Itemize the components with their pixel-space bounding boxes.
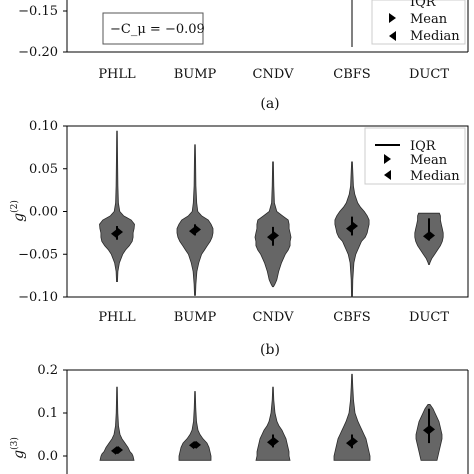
ylabel-b: g(2) — [9, 200, 27, 222]
legend-box-b — [364, 127, 466, 185]
y-ticks-c: 0.0 0.1 0.2 — [37, 363, 67, 464]
mean-marker-cndv — [274, 437, 279, 446]
mean-marker-duct — [430, 425, 435, 434]
violin-cbfs — [333, 373, 371, 461]
xtick-label-a-1: BUMP — [174, 67, 217, 82]
median-marker-cbfs — [346, 224, 351, 233]
yc-tick-label-2: 0.2 — [37, 363, 58, 378]
panel-a: −0.20 −0.15 −C_μ = −0.09 IQR Mean Median… — [18, 0, 469, 112]
xtick-label-a-3: CBFS — [333, 67, 370, 82]
legend-a-iqr: IQR — [410, 0, 437, 10]
mean-marker-cbfs — [353, 222, 358, 231]
median-marker-duct — [423, 426, 428, 435]
median-marker-bump — [189, 441, 194, 450]
legend-b-iqr: IQR — [410, 139, 437, 154]
violin-bump — [176, 144, 214, 296]
panel-label-b: (b) — [260, 342, 280, 358]
mean-marker-duct — [430, 231, 435, 240]
ylabel-c: g(3) — [9, 437, 27, 459]
yb-tick-label-4: 0.10 — [29, 119, 58, 134]
ytick-label-a-0: −0.20 — [18, 45, 58, 60]
annotation-cmu: −C_μ = −0.09 — [110, 22, 205, 37]
xtick-label-b-2: CNDV — [253, 310, 295, 325]
legend-b-mean-marker — [384, 154, 391, 164]
legend-a-mean-marker — [389, 13, 396, 23]
panel-c: 0.0 0.1 0.2 g(3) — [9, 363, 469, 474]
mean-marker-cbfs — [353, 437, 358, 446]
xtick-label-a-2: CNDV — [253, 67, 295, 82]
annotation-box — [102, 12, 204, 45]
mean-marker-cndv — [274, 231, 279, 240]
yb-tick-label-0: −0.10 — [18, 290, 58, 305]
violin-bump — [178, 391, 212, 461]
violins-c — [99, 373, 443, 461]
panel-b: −0.10 −0.05 0.00 0.05 0.10 g(2) IQR Mean Med… — [9, 119, 469, 358]
violins-b — [99, 130, 444, 298]
median-marker-phll — [111, 446, 116, 455]
median-marker-cndv — [267, 438, 272, 447]
violin-cndv — [254, 161, 292, 288]
xtick-label-b-3: CBFS — [333, 310, 370, 325]
xtick-label-b-4: DUCT — [409, 310, 449, 325]
median-marker-duct — [423, 232, 428, 241]
yc-tick-label-1: 0.1 — [37, 406, 58, 421]
xtick-label-a-0: PHLL — [98, 67, 136, 82]
median-marker-cndv — [267, 233, 272, 242]
median-marker-phll — [111, 229, 116, 238]
violin-phll — [99, 130, 135, 283]
legend-b-mean: Mean — [410, 153, 448, 168]
yb-tick-label-1: −0.05 — [18, 247, 58, 262]
xtick-label-b-1: BUMP — [174, 310, 217, 325]
median-marker-cbfs — [346, 439, 351, 448]
yb-tick-label-3: 0.05 — [29, 162, 58, 177]
ytick-label-a-1: −0.15 — [18, 4, 58, 19]
legend-a-median: Median — [410, 29, 460, 44]
legend-b-median: Median — [410, 169, 460, 184]
mean-marker-phll — [118, 445, 123, 454]
mean-marker-bump — [196, 440, 201, 449]
panel-label-a: (a) — [260, 96, 279, 112]
yc-tick-label-0: 0.0 — [37, 449, 58, 464]
mean-marker-phll — [118, 228, 123, 237]
y-ticks-b: −0.10 −0.05 0.00 0.05 0.10 — [18, 119, 67, 305]
xtick-label-a-4: DUCT — [409, 67, 449, 82]
mean-marker-bump — [196, 225, 201, 234]
yb-tick-label-2: 0.00 — [29, 205, 58, 220]
legend-a-median-marker — [389, 31, 396, 41]
median-marker-bump — [189, 227, 194, 236]
legend-box-a — [371, 0, 466, 45]
legend-a-mean: Mean — [410, 12, 448, 27]
violin-cndv — [255, 386, 291, 461]
violin-phll — [99, 386, 135, 461]
legend-b-median-marker — [384, 170, 391, 180]
xtick-label-b-0: PHLL — [98, 310, 136, 325]
